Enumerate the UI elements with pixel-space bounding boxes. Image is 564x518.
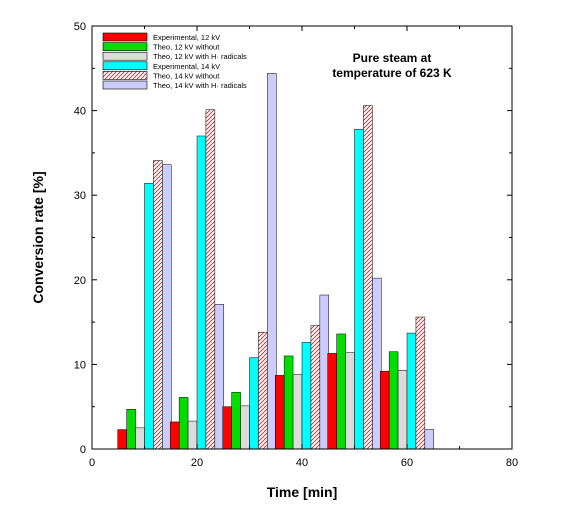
x-tick-label: 0 — [89, 457, 95, 469]
annotation-line-2: temperature of 623 K — [332, 66, 452, 80]
bar-6-5 — [372, 277, 382, 450]
legend-swatch-3 — [102, 51, 148, 61]
legend-label-5: Theo, 14 kV without — [153, 71, 220, 80]
y-tick-label: 10 — [74, 359, 86, 371]
bar-2-1 — [126, 408, 136, 450]
bar-6-3 — [267, 73, 277, 450]
x-tick-label: 80 — [506, 457, 518, 469]
bar-2-4 — [283, 355, 294, 450]
bar-3-1 — [135, 427, 145, 450]
bar-4-6 — [406, 332, 417, 450]
bar-3-4 — [292, 374, 303, 450]
legend-label-6: Theo, 14 kV with H· radicals — [153, 81, 247, 90]
y-axis-title: Conversion rate [%] — [30, 171, 46, 303]
bar-1-6 — [379, 370, 390, 450]
legend-swatch-4 — [102, 61, 148, 71]
bar-5-4 — [310, 325, 321, 450]
bar-3-3 — [240, 405, 250, 450]
bar-3-5 — [345, 352, 355, 450]
bar-5-2 — [205, 109, 216, 450]
legend-swatch-6 — [102, 80, 148, 90]
y-tick-label: 50 — [74, 21, 86, 33]
bar-3-2 — [187, 420, 198, 450]
bar-2-6 — [388, 351, 399, 450]
legend-swatch-2 — [102, 42, 148, 51]
legend-label-1: Experimental, 12 kV — [153, 33, 220, 42]
bar-4-5 — [354, 128, 364, 450]
bar-5-3 — [258, 332, 268, 450]
x-tick-label: 20 — [191, 457, 203, 469]
bar-1-2 — [169, 421, 180, 450]
bar-6-6 — [424, 429, 435, 450]
bars-group — [117, 73, 435, 450]
x-tick-label: 40 — [296, 457, 308, 469]
x-tick-label: 60 — [401, 457, 413, 469]
annotation-line-1: Pure steam at — [353, 51, 432, 65]
bar-4-1 — [144, 183, 154, 450]
bar-1-1 — [117, 429, 127, 450]
bar-5-1 — [153, 160, 163, 450]
bar-3-6 — [397, 370, 408, 450]
y-tick-label: 30 — [74, 190, 86, 202]
ticks-group: 0 20 40 60 80 0 10 20 30 40 50 — [74, 21, 518, 469]
bar-5-5 — [363, 105, 373, 450]
bar-2-2 — [178, 397, 189, 450]
bar-2-3 — [231, 392, 241, 450]
bar-6-4 — [319, 294, 330, 450]
bar-1-4 — [274, 375, 285, 450]
bar-4-4 — [301, 342, 312, 450]
bar-1-3 — [222, 406, 232, 450]
y-tick-label: 20 — [74, 275, 86, 287]
legend-swatch-5 — [102, 71, 148, 80]
bar-6-2 — [214, 304, 225, 450]
legend-label-4: Experimental, 14 kV — [153, 62, 220, 71]
bar-4-3 — [249, 357, 259, 450]
bar-6-1 — [162, 164, 172, 450]
legend-label-2: Theo, 12 kV without — [153, 43, 220, 52]
y-tick-label: 40 — [74, 106, 86, 118]
bar-4-2 — [196, 135, 207, 450]
bar-2-5 — [336, 333, 346, 450]
legend-swatch-1 — [102, 32, 148, 42]
x-axis-title: Time [min] — [267, 484, 338, 500]
bar-1-5 — [327, 353, 337, 450]
legend-label-3: Theo, 12 kV with H· radicals — [153, 52, 247, 61]
y-tick-label: 0 — [80, 444, 86, 456]
bar-5-6 — [415, 316, 426, 450]
